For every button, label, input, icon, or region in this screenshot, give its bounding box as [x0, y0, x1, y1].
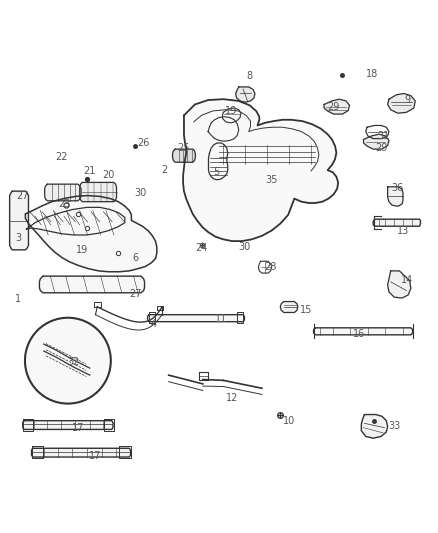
Polygon shape	[10, 191, 28, 250]
Text: 20: 20	[102, 169, 115, 180]
Text: 18: 18	[366, 69, 378, 79]
Text: 36: 36	[392, 183, 404, 192]
Text: 5: 5	[214, 167, 220, 177]
Polygon shape	[148, 314, 244, 322]
Text: 27: 27	[17, 191, 29, 201]
Text: 15: 15	[300, 305, 313, 316]
Polygon shape	[25, 196, 157, 272]
Text: 8: 8	[247, 71, 253, 81]
Polygon shape	[314, 328, 413, 335]
Text: 14: 14	[401, 274, 413, 285]
Text: 29: 29	[375, 143, 387, 154]
Text: 9: 9	[404, 95, 410, 105]
Text: 2: 2	[161, 165, 167, 175]
Text: 25: 25	[178, 143, 190, 154]
Polygon shape	[280, 302, 298, 312]
Polygon shape	[236, 87, 255, 102]
Text: 27: 27	[130, 289, 142, 299]
Text: 19: 19	[76, 245, 88, 255]
Text: 16: 16	[353, 329, 365, 340]
Text: 22: 22	[55, 152, 67, 162]
Polygon shape	[32, 448, 131, 457]
Text: 23: 23	[59, 199, 71, 209]
Text: 29: 29	[328, 102, 340, 111]
Text: 31: 31	[377, 131, 389, 141]
Text: 19: 19	[225, 106, 237, 116]
Text: 24: 24	[195, 243, 208, 253]
Text: 3: 3	[15, 233, 21, 243]
Polygon shape	[361, 415, 388, 438]
Polygon shape	[173, 149, 195, 162]
Text: 17: 17	[89, 451, 102, 461]
Text: 21: 21	[84, 166, 96, 176]
Text: 26: 26	[138, 138, 150, 148]
Polygon shape	[388, 93, 415, 113]
Polygon shape	[80, 182, 117, 201]
Text: 10: 10	[283, 416, 295, 426]
Polygon shape	[23, 421, 113, 430]
Text: 12: 12	[226, 393, 238, 403]
Text: 1: 1	[15, 294, 21, 304]
Polygon shape	[388, 271, 411, 298]
Text: 35: 35	[265, 175, 278, 185]
Text: 17: 17	[72, 423, 84, 433]
Circle shape	[25, 318, 111, 403]
Polygon shape	[388, 187, 403, 206]
Polygon shape	[324, 99, 350, 114]
Text: 11: 11	[215, 314, 227, 324]
Text: 33: 33	[388, 422, 400, 431]
Text: 30: 30	[238, 242, 251, 252]
Polygon shape	[364, 134, 389, 149]
Polygon shape	[39, 276, 145, 293]
Text: 32: 32	[67, 357, 80, 367]
Polygon shape	[45, 184, 81, 201]
Text: 13: 13	[397, 227, 409, 237]
Text: 6: 6	[133, 253, 139, 263]
Text: 4: 4	[150, 319, 156, 329]
Polygon shape	[183, 99, 338, 241]
Text: 28: 28	[265, 262, 277, 271]
Polygon shape	[373, 219, 420, 226]
Text: 30: 30	[134, 188, 146, 198]
